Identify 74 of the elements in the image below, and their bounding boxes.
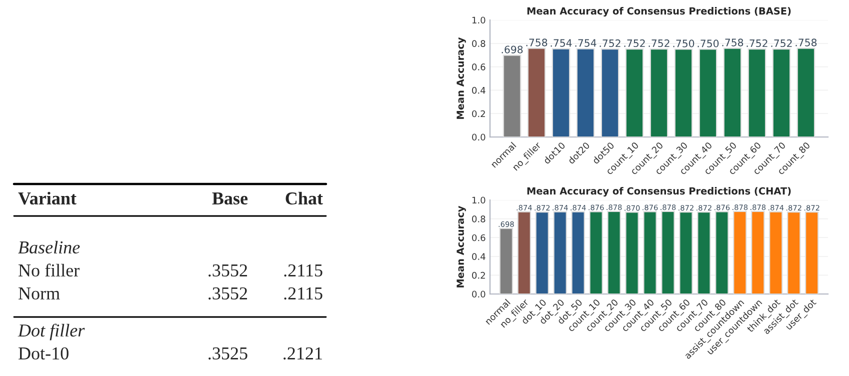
- text: .2121: [284, 347, 322, 360]
- data-label: .752: [600, 39, 620, 48]
- y-tick-label: 1.0: [472, 16, 486, 24]
- text: .3552: [208, 264, 248, 277]
- data-label: .752: [624, 39, 645, 48]
- y-tick-label: 0.6: [472, 234, 486, 242]
- y-tick-label: 1.0: [472, 196, 486, 204]
- bar: [723, 48, 742, 137]
- bar: [535, 211, 549, 294]
- data-label: .752: [746, 39, 768, 48]
- bar: [499, 228, 514, 294]
- text: Chat: [286, 192, 323, 205]
- bar: [502, 54, 522, 137]
- bar: [697, 211, 711, 294]
- y-tick-label: 0.4: [472, 86, 486, 94]
- bar: [553, 211, 567, 294]
- data-label: .758: [722, 38, 744, 46]
- text: Dot-10: [18, 347, 68, 360]
- y-axis-title: Mean Accuracy: [456, 206, 466, 288]
- text: .2115: [284, 264, 322, 277]
- bar: [517, 211, 532, 294]
- y-axis-title: Mean Accuracy: [456, 37, 466, 119]
- y-tick-label: 0.0: [472, 134, 486, 141]
- bar: [698, 48, 718, 137]
- bar: [679, 211, 693, 294]
- bar: [715, 211, 729, 294]
- chart-title: Mean Accuracy of Consensus Predictions (CHAT): [527, 187, 791, 197]
- chart-title: Mean Accuracy of Consensus Predictions (BASE): [527, 7, 791, 17]
- data-label: .754: [550, 39, 572, 47]
- bar: [625, 48, 644, 137]
- y-tick-label: 0.2: [472, 110, 485, 118]
- data-label: .752: [648, 39, 670, 48]
- data-label: .750: [698, 40, 719, 48]
- y-tick-label: 0.8: [472, 216, 486, 222]
- text: Dot filler: [18, 324, 85, 340]
- bar: [607, 210, 621, 294]
- text: Norm: [18, 288, 60, 300]
- text: Baseline: [18, 240, 80, 254]
- text: Variant: [18, 192, 76, 205]
- data-label: .750: [673, 40, 694, 48]
- y-tick-label: 0.0: [472, 290, 486, 298]
- data-label: .758: [526, 38, 548, 46]
- bar: [552, 48, 570, 137]
- bar: [733, 210, 747, 294]
- data-label: .754: [575, 39, 596, 47]
- y-tick-label: 0.8: [472, 40, 486, 47]
- text: .3552: [208, 287, 248, 300]
- bar: [786, 211, 801, 294]
- bar: [600, 48, 620, 137]
- y-tick-label: 0.6: [472, 64, 486, 70]
- data-label: .698: [502, 46, 523, 54]
- y-tick-label: 0.4: [472, 253, 486, 260]
- bar: [643, 211, 657, 294]
- text: Base: [212, 192, 248, 205]
- bar: [650, 48, 668, 137]
- bar: [769, 211, 783, 294]
- bar: [748, 48, 766, 137]
- bar: [625, 212, 639, 294]
- bar: [751, 210, 765, 294]
- bar: [576, 48, 595, 137]
- bar: [772, 48, 791, 137]
- bar: [571, 211, 585, 294]
- text: .3525: [208, 347, 248, 360]
- y-tick-label: 0.2: [472, 272, 485, 279]
- text: .2115: [284, 287, 322, 300]
- bar: [589, 211, 603, 294]
- bar: [804, 211, 819, 294]
- text: No filler: [18, 264, 80, 277]
- bar: [674, 48, 693, 137]
- bar: [661, 210, 675, 294]
- bar: [796, 48, 816, 137]
- data-label: .758: [796, 38, 817, 46]
- bar: [527, 48, 546, 137]
- data-label: .752: [771, 39, 792, 48]
